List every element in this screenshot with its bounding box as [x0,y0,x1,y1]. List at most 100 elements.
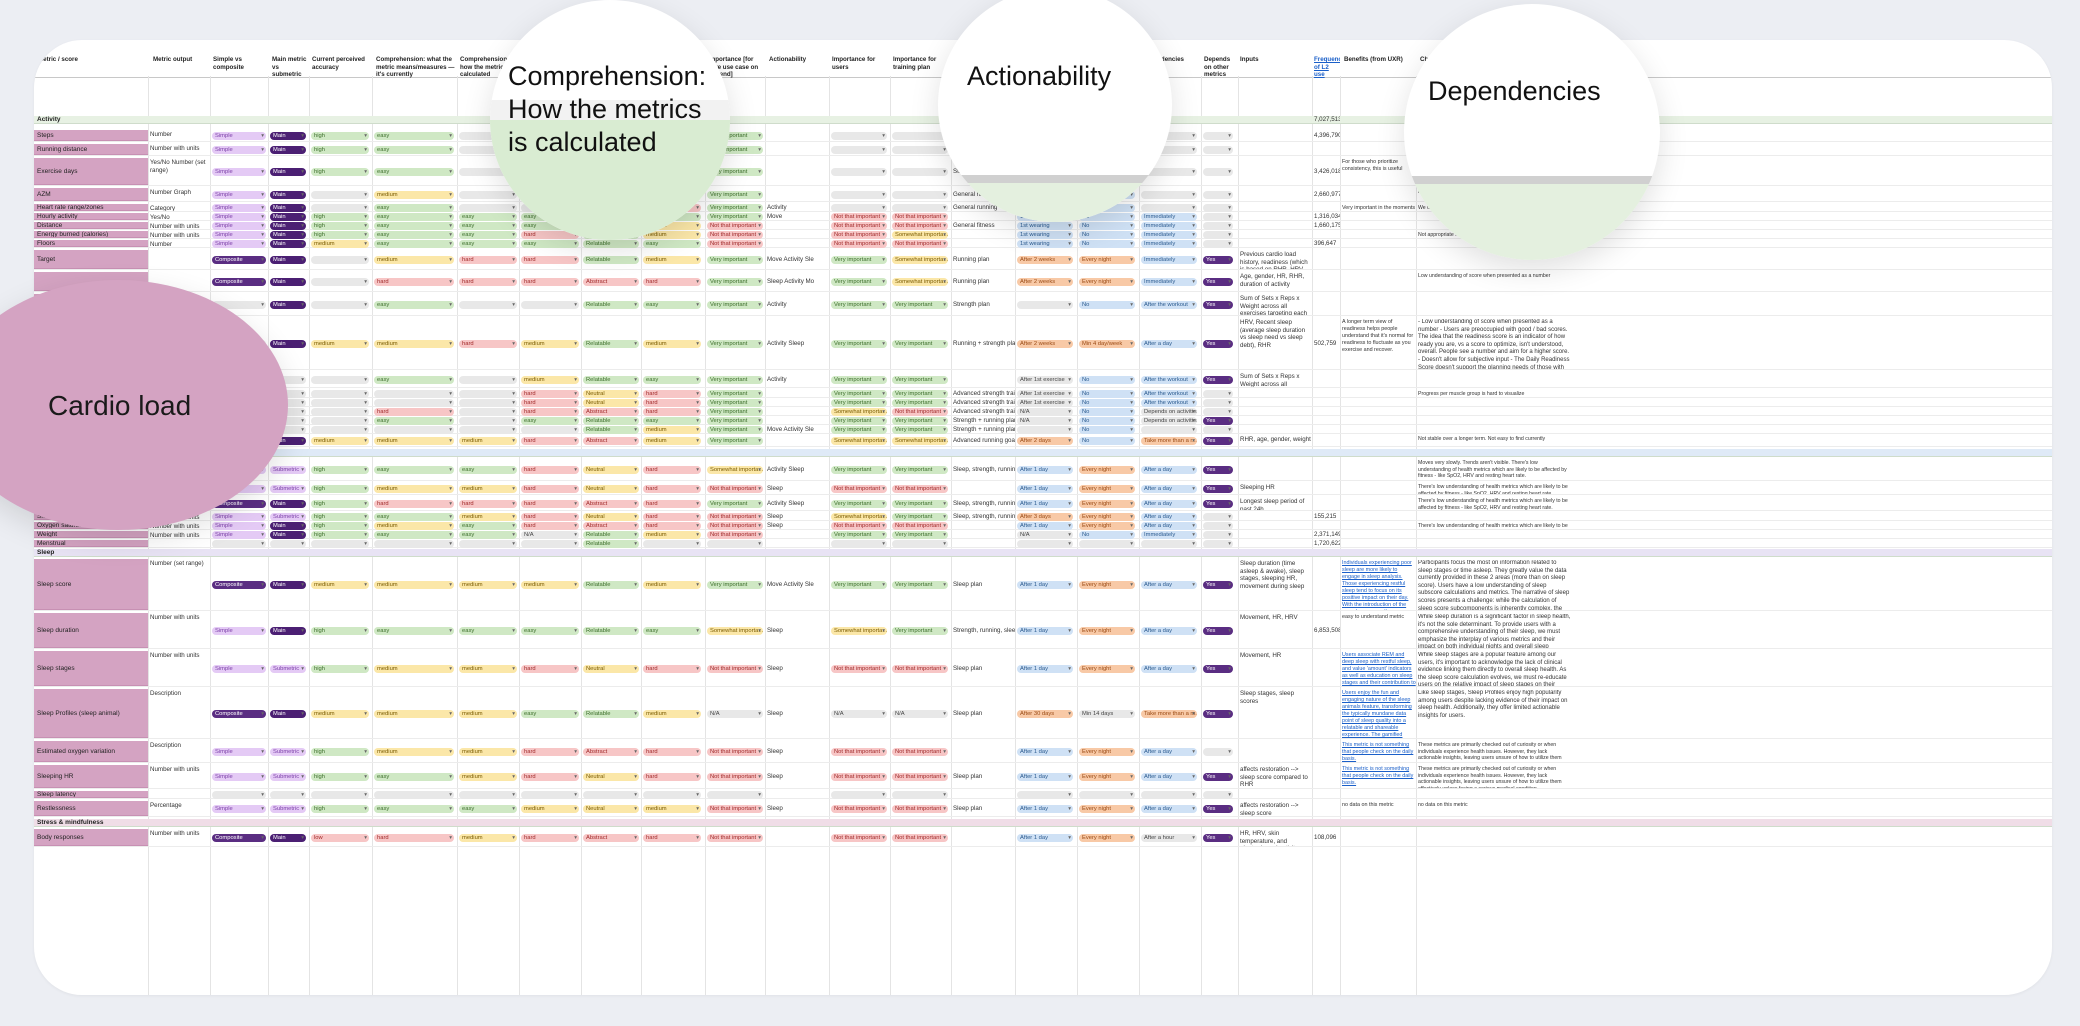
early-dropdown[interactable]: After 1 day [1017,748,1073,756]
i2-dropdown[interactable]: Somewhat importa... [831,513,887,521]
sc-dropdown[interactable]: Composite [212,500,266,508]
c2-dropdown[interactable]: hard [459,500,517,508]
mm-dropdown[interactable]: Main [270,146,306,154]
dep2-dropdown[interactable]: Yes [1203,773,1233,781]
c1-dropdown[interactable]: medium [374,340,454,348]
rel-dropdown[interactable]: Relatable [583,627,639,635]
c1-dropdown[interactable]: medium [374,581,454,589]
c2-dropdown[interactable] [459,408,517,416]
dep2-dropdown[interactable] [1203,408,1233,416]
early-dropdown[interactable]: After 1st exercise [1017,399,1073,407]
i2-dropdown[interactable]: Not that important [831,805,887,813]
dep2-dropdown[interactable]: Yes [1203,278,1233,286]
i3-dropdown[interactable]: Very important [892,531,948,539]
metric-name-cell[interactable]: Sleep score [34,559,148,610]
act-dropdown[interactable]: hard [643,485,701,493]
act-dropdown[interactable]: easy [643,301,701,309]
sleepreq-dropdown[interactable]: Every night [1079,748,1135,756]
i2-dropdown[interactable]: Very important [831,426,887,434]
i2-dropdown[interactable]: Very important [831,390,887,398]
dep2-dropdown[interactable]: Yes [1203,437,1233,445]
acc-dropdown[interactable] [311,204,369,212]
metric-name-cell[interactable]: Sleep stages [34,651,148,686]
metric-name-cell[interactable]: Energy burned (calories) [34,231,148,238]
c1-dropdown[interactable]: hard [374,834,454,842]
column-header[interactable]: Comprehension: how the metric is calcula… [460,56,511,78]
act-dropdown[interactable]: hard [643,390,701,398]
i2-dropdown[interactable] [831,146,887,154]
c2-dropdown[interactable]: easy [459,240,517,248]
rel-dropdown[interactable]: Neutral [583,466,639,474]
dep-dropdown[interactable]: Take more than a m... [1141,710,1197,718]
sleepreq-dropdown[interactable]: Every night [1079,581,1135,589]
sleepreq-dropdown[interactable]: No [1079,390,1135,398]
c3-dropdown[interactable] [521,301,579,309]
dep-dropdown[interactable] [1141,426,1197,434]
acc-dropdown[interactable]: high [311,748,369,756]
imp-dropdown[interactable]: Not that important [707,513,763,521]
dep2-dropdown[interactable]: Yes [1203,376,1233,384]
sc-dropdown[interactable] [212,301,266,309]
act-dropdown[interactable]: hard [643,466,701,474]
i3-dropdown[interactable]: Very important [892,627,948,635]
mm-dropdown[interactable]: Main [270,340,306,348]
c1-dropdown[interactable]: medium [374,665,454,673]
column-header[interactable]: Importance for users [832,56,876,71]
column-header[interactable]: Metric output [153,56,193,63]
act-dropdown[interactable]: hard [643,773,701,781]
sleepreq-dropdown[interactable]: No [1079,231,1135,239]
i3-dropdown[interactable]: Very important [892,426,948,434]
acc-dropdown[interactable] [311,256,369,264]
sc-dropdown[interactable]: Simple [212,213,266,221]
dep-dropdown[interactable]: After a day [1141,665,1197,673]
column-header[interactable]: Importance for training plan [893,56,937,71]
c1-dropdown[interactable]: easy [374,204,454,212]
i3-dropdown[interactable]: Very important [892,340,948,348]
i3-dropdown[interactable] [892,540,948,548]
acc-dropdown[interactable] [311,426,369,434]
acc-dropdown[interactable]: high [311,513,369,521]
i2-dropdown[interactable]: Not that important [831,240,887,248]
acc-dropdown[interactable]: low [311,834,369,842]
column-header[interactable]: Metric / score [38,56,78,63]
early-dropdown[interactable]: N/A [1017,417,1073,425]
dep-dropdown[interactable]: Depends on activities [1141,408,1197,416]
acc-dropdown[interactable]: high [311,627,369,635]
sc-dropdown[interactable]: Composite [212,581,266,589]
mm-dropdown[interactable]: Main [270,834,306,842]
sleepreq-dropdown[interactable]: Min 14 days [1079,710,1135,718]
act-dropdown[interactable]: hard [643,834,701,842]
imp-dropdown[interactable] [707,791,763,799]
imp-dropdown[interactable]: Very important [707,278,763,286]
dep2-dropdown[interactable]: Yes [1203,301,1233,309]
column-header[interactable]: Comprehension: what the metric means/mea… [376,56,455,78]
mm-dropdown[interactable]: Main [270,222,306,230]
act-dropdown[interactable]: hard [643,748,701,756]
c1-dropdown[interactable]: medium [374,522,454,530]
sc-dropdown[interactable]: Composite [212,256,266,264]
mm-dropdown[interactable]: Main [270,213,306,221]
dep2-dropdown[interactable]: Yes [1203,417,1233,425]
i2-dropdown[interactable] [831,191,887,199]
c1-dropdown[interactable] [374,540,454,548]
sleepreq-dropdown[interactable]: Every night [1079,485,1135,493]
mm-dropdown[interactable]: Main [270,581,306,589]
dep-dropdown[interactable]: After a day [1141,627,1197,635]
rel-dropdown[interactable]: Relatable [583,531,639,539]
early-dropdown[interactable]: 1st wearing [1017,231,1073,239]
imp-dropdown[interactable]: Not that important [707,665,763,673]
imp-dropdown[interactable]: Not that important [707,485,763,493]
i2-dropdown[interactable] [831,132,887,140]
sleepreq-dropdown[interactable]: Every night [1079,278,1135,286]
early-dropdown[interactable]: N/A [1017,408,1073,416]
rel-dropdown[interactable]: Relatable [583,376,639,384]
c2-dropdown[interactable]: easy [459,531,517,539]
mm-dropdown[interactable]: Main [270,278,306,286]
mm-dropdown[interactable]: Main [270,531,306,539]
rel-dropdown[interactable]: Relatable [583,240,639,248]
c3-dropdown[interactable] [521,791,579,799]
mm-dropdown[interactable]: Main [270,256,306,264]
metric-name-cell[interactable]: Steps [34,130,148,141]
i3-dropdown[interactable]: N/A [892,710,948,718]
imp-dropdown[interactable] [707,540,763,548]
